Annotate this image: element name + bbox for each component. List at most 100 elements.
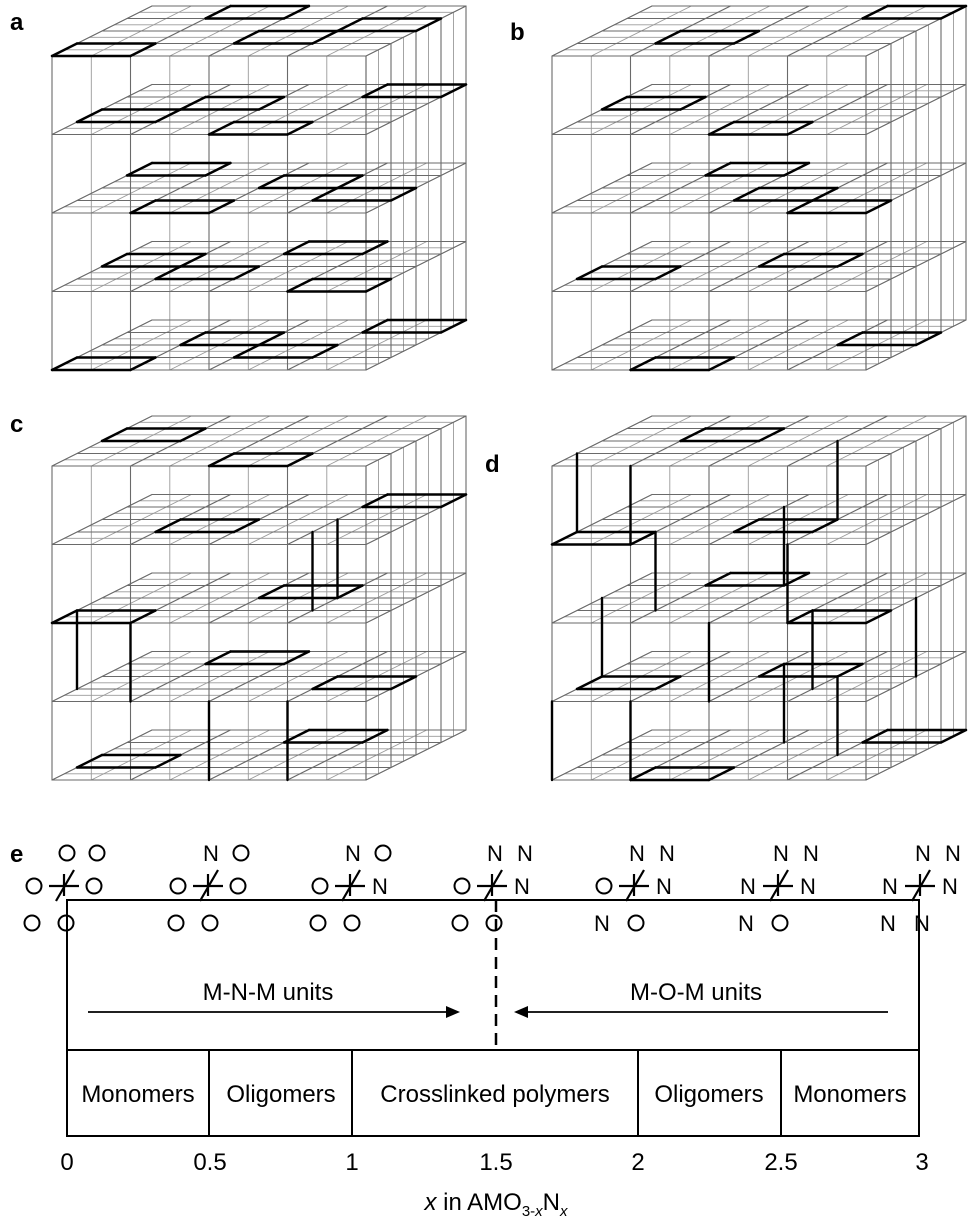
oxygen-atom-icon [88,844,106,862]
left-arrow-icon [514,1006,888,1018]
network-bond [179,331,207,347]
x-tick-label: 1 [345,1149,358,1176]
nitrogen-atom-label: N [942,874,958,899]
network-bond [654,265,682,281]
network-bond [939,728,968,744]
nitrogen-atom-label: N [740,874,756,899]
network-bond [282,650,311,666]
mom-units-label: M-O-M units [630,979,762,1006]
lattice-cube-b [551,4,968,372]
panel-label-a: a [10,9,24,36]
network-bond [679,427,707,443]
network-bond [732,518,761,534]
network-bond [232,29,261,45]
oxygen-atom-icon [169,877,187,895]
network-bond [707,120,736,136]
oxygen-atom-icon [374,844,392,862]
network-bond [232,265,261,281]
network-bond [75,753,104,769]
network-bond [50,356,79,372]
network-bond [864,609,893,625]
network-bond [311,29,339,45]
network-bond [204,4,232,20]
oxygen-atom-icon [627,914,645,932]
nitrogen-atom-label: N [517,841,533,866]
oxygen-atom-icon [485,914,503,932]
network-bond [600,95,629,111]
network-bond [707,356,736,372]
network-bond [311,675,339,691]
network-bond [257,95,286,111]
network-bond [861,4,889,20]
network-bond [361,318,389,334]
network-bond [129,356,157,372]
network-bond [125,161,154,177]
network-bond [286,120,314,136]
nitrogen-atom-label: N [514,874,530,899]
network-bond [861,728,889,744]
nitrogen-atom-label: N [914,911,930,936]
network-bond [207,120,236,136]
network-bond [389,186,418,202]
network-bond [361,728,389,744]
network-bond [336,584,364,600]
network-bond [786,120,814,136]
segment-oligomers-right: Oligomers [654,1081,763,1108]
network-bond [336,174,364,190]
nitrogen-atom-label: N [945,841,961,866]
network-bond [629,766,657,782]
network-bond [836,662,864,678]
network-bond [782,161,811,177]
oxygen-atom-icon [25,877,43,895]
network-bond [707,766,736,782]
network-bond [361,83,389,99]
network-bond [575,675,604,691]
network-bond [757,252,786,268]
network-bond [939,4,968,20]
network-bond [232,343,261,359]
nitrogen-atom-label: N [800,874,816,899]
nitrogen-atom-label: N [594,911,610,936]
network-bond [75,108,104,124]
lattice-cube-a [50,4,468,372]
lattice-cube-d [550,415,968,782]
octahedron-unit: NN [309,841,392,932]
oxygen-atom-icon [453,877,471,895]
network-bond [629,356,657,372]
mnm-units-label: M-N-M units [203,979,334,1006]
network-bond [50,609,79,625]
network-bond [100,427,129,443]
nitrogen-atom-label: N [659,841,675,866]
network-bond [786,609,814,625]
right-arrow-icon [88,1006,460,1018]
network-bond [204,650,232,666]
segment-monomers-left: Monomers [81,1081,194,1108]
oxygen-atom-icon [229,877,247,895]
octahedron-unit: N NNN [594,841,675,936]
network-bond [836,252,864,268]
network-bond [654,675,682,691]
segment-crosslinked-polymers: Crosslinked polymers [380,1081,609,1108]
x-tick-label: 1.5 [479,1149,512,1176]
network-bond [439,493,468,509]
nitrogen-atom-label: N [203,841,219,866]
x-tick-label: 0 [60,1149,73,1176]
network-bond [179,427,207,443]
octahedron-unit: N [167,841,250,932]
nitrogen-atom-label: N [656,874,672,899]
network-bond [154,753,182,769]
nitrogen-atom-label: N [372,874,388,899]
network-bond [439,318,468,334]
network-bond [414,17,443,33]
network-bond [154,518,182,534]
nitrogen-atom-label: N [915,841,931,866]
network-bond [100,252,129,268]
nitrogen-atom-label: N [880,911,896,936]
oxygen-atom-icon [232,844,250,862]
network-bond [336,17,364,33]
network-bond [154,108,182,124]
network-bond [704,571,732,587]
network-bond [207,199,236,215]
